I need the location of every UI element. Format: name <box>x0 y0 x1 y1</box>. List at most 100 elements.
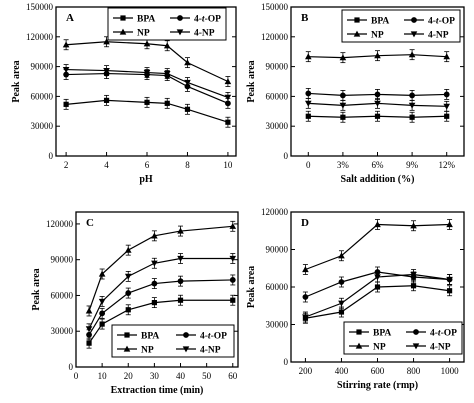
panel-b-x-tick-label: 12% <box>438 160 455 170</box>
panel-c-y-tick-label: 30000 <box>51 326 74 336</box>
panel-a-legend-np-label: NP <box>137 29 150 39</box>
panel-a-4-t-op-line <box>66 72 229 104</box>
panel-d-x-tick-label: 800 <box>407 366 421 376</box>
panel-d-legend-4-np-swatch-marker <box>412 343 420 350</box>
panel-d-y-tick-label: 0 <box>284 357 289 367</box>
panel-a-x-tick-label: 10 <box>223 160 233 170</box>
panel-b-np-point <box>408 51 416 58</box>
panel-b-legend-4-np-label: 4-NP <box>428 31 449 41</box>
panel-c-bpa-line <box>88 299 233 344</box>
panel-d-y-tick-label: 90000 <box>266 245 289 255</box>
panel-c-legend-4-np-label: 4-NP <box>200 346 221 356</box>
panel-d-legend-np-label: NP <box>373 343 386 353</box>
panel-b-4-t-op-point <box>305 90 312 97</box>
panel-c-frame <box>75 211 239 368</box>
panel-d-x-tick-label: 1000 <box>441 366 460 376</box>
panel-c-x-tick-label: 50 <box>202 371 212 381</box>
panel-a-x-tick-label: 6 <box>145 160 150 170</box>
panel-a-4-t-op-point <box>225 100 231 107</box>
panel-c-x-tick-label: 60 <box>228 371 238 381</box>
panel-b-np-point <box>339 54 347 61</box>
panel-c-bpa-point <box>125 307 131 313</box>
panel-a-legend-4-t-op-swatch-marker <box>177 15 183 21</box>
panel-c-x-tick-label: 20 <box>124 371 134 381</box>
panel-b-4-t-op-point <box>340 92 346 99</box>
panel-c-legend-np-label: NP <box>141 346 154 356</box>
panel-c-y-tick-label: 0 <box>69 362 74 372</box>
panel-b-legend-4-t-op-label: 4-t-OP <box>428 17 455 27</box>
panel-b-legend-bpa-swatch-marker <box>354 17 360 23</box>
panel-b-4-t-op-point <box>409 92 415 99</box>
panel-a-np-point <box>62 41 70 48</box>
panel-d-bpa-point <box>374 284 381 290</box>
panel-b-y-tick-label: 90000 <box>266 62 289 72</box>
panel-c-np-point <box>98 270 106 277</box>
panel-b-legend: BPA 4-t-OP NP 4-NP <box>341 9 461 43</box>
panel-d-legend-4-t-op-swatch-marker <box>413 329 419 335</box>
panel-b-np-point <box>443 53 450 60</box>
panel-b-letter: B <box>301 12 309 24</box>
panel-a-legend-bpa-swatch-marker <box>120 15 126 21</box>
panel-b-4-np-point <box>443 103 450 110</box>
panel-d-x-tick-label: 600 <box>371 366 385 376</box>
panel-b-y-tick-label: 120000 <box>261 32 289 42</box>
panel-c-np-line <box>88 225 233 312</box>
panel-d-np-line <box>305 223 450 271</box>
panel-d-np-point <box>302 266 309 273</box>
panel-a-legend: BPA 4-t-OP NP 4-NP <box>107 7 227 41</box>
panel-b-legend-4-np-swatch-marker <box>410 31 418 38</box>
panel-c-y-tick-label: 60000 <box>51 290 74 300</box>
panel-d-legend: BPA 4-t-OP NP 4-NP <box>343 321 463 355</box>
panel-d-y-tick-label: 30000 <box>266 320 289 330</box>
panel-c-np-point <box>151 232 158 239</box>
panel-c-4-np-point <box>229 255 237 262</box>
panel-a-legend-4-t-op-label: 4-t-OP <box>194 15 221 25</box>
panel-c-np-point <box>124 246 132 253</box>
panel-c-bpa-point <box>177 297 184 303</box>
panel-d: 0 30000 60000 90000 120000 200 400 600 800 1000 St… <box>246 207 465 391</box>
panel-a-4-np-line <box>66 68 229 98</box>
panel-b-bpa-point <box>444 113 450 119</box>
panel-d-y-axis-label: Peak area <box>246 266 257 308</box>
panel-b-x-tick-label: 3% <box>337 160 350 170</box>
panel-c-legend-4-t-op-swatch-marker <box>183 332 189 338</box>
panel-a-4-np-point <box>62 66 70 73</box>
panel-c: 0 30000 60000 90000 120000 0 10 20 30 40 50 60 Extra… <box>31 211 239 396</box>
panel-d-4-t-op-point <box>302 294 309 300</box>
panel-a-y-tick-label: 90000 <box>31 62 54 72</box>
panel-d-np-point <box>374 221 381 228</box>
panel-b-bpa-point <box>305 113 311 119</box>
panel-c-np-point <box>177 227 184 234</box>
panel-d-legend-np-swatch-marker <box>355 342 363 349</box>
panel-d-legend-4-np-label: 4-NP <box>430 343 451 353</box>
panel-c-np-point <box>229 222 237 229</box>
panel-c-legend-np-swatch-marker <box>123 345 131 352</box>
panel-d-legend-bpa-swatch-marker <box>356 329 362 335</box>
panel-b-bpa-point <box>374 113 381 119</box>
panel-c-legend-box <box>111 324 235 358</box>
panel-c-y-tick-label: 90000 <box>51 255 74 265</box>
panel-d-4-np-point <box>302 314 309 321</box>
panel-a-4-np-point <box>163 70 171 77</box>
panel-c-4-t-op-point <box>229 277 236 283</box>
panel-a-x-axis-label: pH <box>139 174 153 185</box>
panel-a-np-line <box>66 41 229 83</box>
panel-d-4-t-op-point <box>338 279 345 285</box>
panel-b-bpa-point <box>340 114 346 120</box>
panel-b: 0 30000 60000 90000 120000 150000 0 3% 6% 9% 12% Sa… <box>246 2 465 185</box>
panel-a-y-axis-label: Peak area <box>11 60 22 102</box>
panel-a-np-point <box>184 59 191 66</box>
panel-a-4-np-point <box>103 67 110 74</box>
panel-b-4-np-point <box>374 100 381 107</box>
panel-a-bpa-point <box>144 99 150 105</box>
panel-a-np-point <box>224 78 232 85</box>
panel-c-bpa-point <box>86 340 92 346</box>
panel-b-y-tick-label: 0 <box>284 151 289 161</box>
panel-a-x-tick-label: 4 <box>104 160 109 170</box>
panel-a-legend-4-np-swatch-marker <box>176 29 184 36</box>
panel-d-x-tick-label: 200 <box>299 366 313 376</box>
panel-d-x-axis-label: Stirring rate (rmp) <box>337 380 418 391</box>
panel-c-4-t-op-line <box>88 279 233 336</box>
panel-d-y-tick-label: 60000 <box>266 282 289 292</box>
